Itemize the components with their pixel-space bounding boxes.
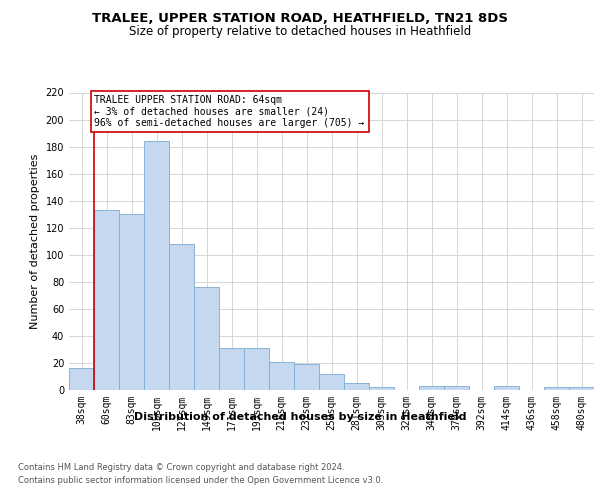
Bar	[269, 362, 294, 390]
Bar	[144, 141, 169, 390]
Bar	[569, 388, 594, 390]
Bar	[119, 214, 144, 390]
Bar	[169, 244, 194, 390]
Bar	[194, 287, 219, 390]
Bar	[294, 364, 319, 390]
Text: Distribution of detached houses by size in Heathfield: Distribution of detached houses by size …	[134, 412, 466, 422]
Bar	[444, 386, 469, 390]
Bar	[219, 348, 244, 390]
Y-axis label: Number of detached properties: Number of detached properties	[30, 154, 40, 329]
Bar	[544, 388, 569, 390]
Bar	[494, 386, 519, 390]
Bar	[419, 386, 444, 390]
Bar	[69, 368, 94, 390]
Text: TRALEE, UPPER STATION ROAD, HEATHFIELD, TN21 8DS: TRALEE, UPPER STATION ROAD, HEATHFIELD, …	[92, 12, 508, 26]
Bar	[94, 210, 119, 390]
Text: Contains HM Land Registry data © Crown copyright and database right 2024.: Contains HM Land Registry data © Crown c…	[18, 462, 344, 471]
Text: Size of property relative to detached houses in Heathfield: Size of property relative to detached ho…	[129, 25, 471, 38]
Bar	[344, 383, 369, 390]
Text: Contains public sector information licensed under the Open Government Licence v3: Contains public sector information licen…	[18, 476, 383, 485]
Bar	[244, 348, 269, 390]
Bar	[319, 374, 344, 390]
Text: TRALEE UPPER STATION ROAD: 64sqm
← 3% of detached houses are smaller (24)
96% of: TRALEE UPPER STATION ROAD: 64sqm ← 3% of…	[95, 95, 365, 128]
Bar	[369, 388, 394, 390]
